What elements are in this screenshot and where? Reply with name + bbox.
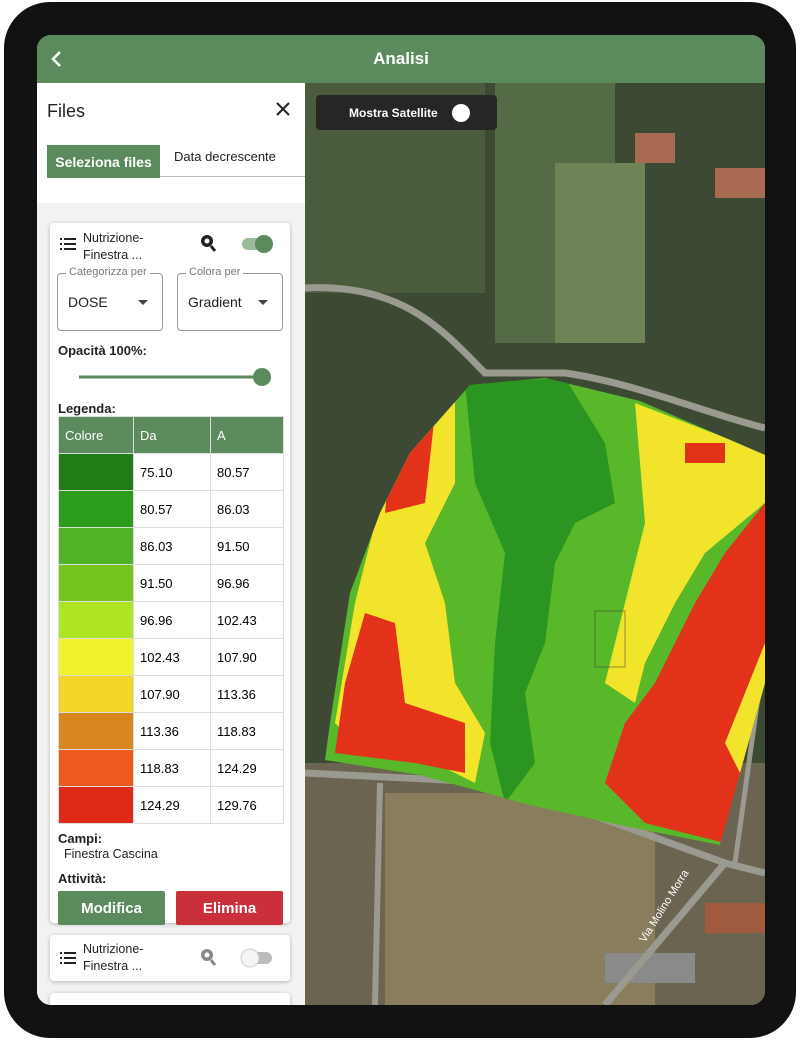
file-card: Nutrizione-Finestra ... Categorizza per D… [50, 223, 290, 925]
legend-to: 86.03 [210, 490, 284, 528]
field-name: Finestra Cascina [64, 847, 158, 861]
legend-swatch [58, 712, 134, 750]
legend-swatch [58, 786, 134, 824]
select-label: Categorizza per [66, 266, 150, 278]
screen: Analisi Via Molino Morra [37, 35, 765, 1005]
file-name: Nutrizione-Finestra ... [83, 942, 144, 973]
legend-row: 96.96 102.43 [58, 601, 284, 639]
select-value: Gradient [188, 294, 242, 310]
legend-to: 91.50 [210, 527, 284, 565]
legend-swatch [58, 675, 134, 713]
legend-from: 124.29 [133, 786, 211, 824]
legend-from: 118.83 [133, 749, 211, 787]
legend-to: 124.29 [210, 749, 284, 787]
map: Via Molino Morra Mostra Satellite [305, 83, 765, 1005]
panel-header [37, 83, 305, 203]
legend-row: 118.83 124.29 [58, 749, 284, 787]
tab[interactable]: Data decrescente [160, 145, 305, 177]
legend-table: Colore Da A 75.10 80.57 80.57 86.03 86.03 91.50… [58, 416, 284, 824]
legend-to: 80.57 [210, 453, 284, 491]
field-heatmap [325, 378, 765, 845]
header-title: Analisi [373, 49, 429, 68]
legend-row: 86.03 91.50 [58, 527, 284, 565]
legend-header: Colore [58, 416, 134, 454]
file-card: Nutrizione-Finestra ... [50, 935, 290, 981]
satellite-label: Mostra Satellite [349, 106, 438, 120]
legend-from: 113.36 [133, 712, 211, 750]
legend-header: Da [133, 416, 211, 454]
legend-row: 107.90 113.36 [58, 675, 284, 713]
select-value: DOSE [68, 294, 108, 310]
legend-to: 107.90 [210, 638, 284, 676]
delete-button[interactable]: Elimina [176, 891, 283, 925]
legend-row: 124.29 129.76 [58, 786, 284, 824]
activity-label: Attività: [58, 871, 107, 886]
legend-to: 129.76 [210, 786, 284, 824]
file-card [50, 993, 290, 1005]
header: Analisi [37, 35, 765, 83]
tab-selected[interactable]: Seleziona files [47, 145, 160, 178]
panel-title: Files [47, 101, 86, 121]
legend-from: 102.43 [133, 638, 211, 676]
fields-label: Campi: [58, 831, 103, 846]
zoom-icon[interactable] [199, 233, 217, 253]
legend-title: Legenda: [58, 401, 116, 416]
legend-to: 102.43 [210, 601, 284, 639]
legend-swatch [58, 564, 134, 602]
opacity-label: Opacità 100%: [58, 343, 147, 358]
categorize-select[interactable]: Categorizza per DOSE [57, 266, 163, 331]
legend-row: 80.57 86.03 [58, 490, 284, 528]
select-label: Colora per [186, 266, 244, 278]
edit-button[interactable]: Modifica [58, 891, 165, 925]
legend-swatch [58, 490, 134, 528]
legend-to: 96.96 [210, 564, 284, 602]
legend-swatch [58, 601, 134, 639]
legend-swatch [58, 749, 134, 787]
legend-from: 96.96 [133, 601, 211, 639]
visibility-toggle[interactable] [240, 233, 276, 255]
back-button[interactable] [49, 49, 65, 69]
legend-to: 113.36 [210, 675, 284, 713]
legend-swatch [58, 638, 134, 676]
list-icon [60, 952, 76, 964]
legend-from: 91.50 [133, 564, 211, 602]
legend-row: 113.36 118.83 [58, 712, 284, 750]
legend-from: 86.03 [133, 527, 211, 565]
legend-row: 75.10 80.57 [58, 453, 284, 491]
color-select[interactable]: Colora per Gradient [177, 266, 283, 331]
opacity-slider[interactable] [75, 367, 275, 387]
legend-header: A [210, 416, 284, 454]
zoom-icon[interactable] [199, 947, 217, 967]
side-panel: Files Seleziona files Data decrescente N… [37, 83, 305, 1005]
legend-swatch [58, 453, 134, 491]
satellite-toggle[interactable]: Mostra Satellite [316, 95, 497, 130]
legend-swatch [58, 527, 134, 565]
legend-from: 75.10 [133, 453, 211, 491]
legend-row: 91.50 96.96 [58, 564, 284, 602]
close-button[interactable] [276, 102, 290, 116]
list-icon [60, 238, 76, 250]
legend-from: 80.57 [133, 490, 211, 528]
file-name: Nutrizione-Finestra ... [83, 231, 144, 262]
visibility-toggle[interactable] [240, 947, 276, 969]
legend-to: 118.83 [210, 712, 284, 750]
legend-from: 107.90 [133, 675, 211, 713]
legend-row: 102.43 107.90 [58, 638, 284, 676]
